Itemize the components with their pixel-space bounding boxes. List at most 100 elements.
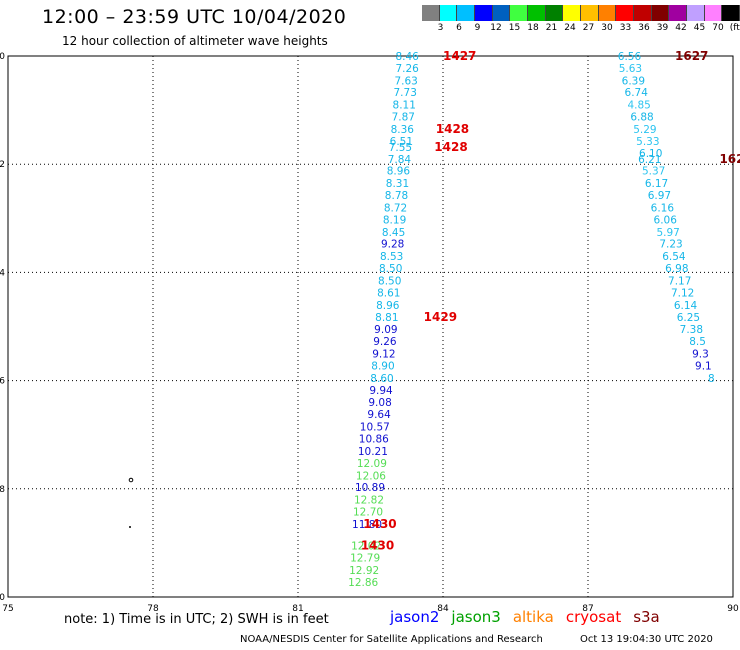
- color-scale-label: 9: [474, 23, 481, 33]
- color-swatch-1: [439, 5, 458, 21]
- color-scale-label: 27: [582, 23, 595, 33]
- s3a-swh-point: 6.88: [630, 112, 653, 124]
- color-swatch-4: [492, 5, 511, 21]
- pass-time-label: 1428: [434, 140, 467, 154]
- jason2-swh-point: 10.57: [360, 422, 390, 434]
- jason2-swh-point: 7.55: [389, 142, 412, 154]
- jason2-swh-point: 9.09: [374, 324, 397, 336]
- s3a-swh-point: 6.39: [622, 75, 645, 87]
- color-swatch-5: [510, 5, 529, 21]
- y-tick-label: -36: [0, 377, 5, 387]
- s3a-swh-point: 6.06: [654, 214, 678, 226]
- s3a-swh-point: 6.25: [677, 312, 700, 324]
- s3a-swh-point: 5.63: [619, 63, 642, 75]
- s3a-swh-point: 5.97: [656, 227, 679, 239]
- pass-time-label: 1430: [363, 517, 396, 531]
- color-scale-label: 33: [619, 23, 632, 33]
- jason2-swh-point: 9.26: [373, 336, 397, 348]
- generation-timestamp: Oct 13 19:04:30 UTC 2020: [580, 634, 713, 645]
- s3a-swh-point: 7.17: [668, 276, 691, 288]
- color-scale-label: 3: [437, 23, 444, 33]
- pass-time-label: 1627: [675, 49, 708, 63]
- color-scale-bar: [422, 5, 740, 21]
- s3a-swh-point: 6.17: [645, 178, 668, 190]
- map-frame: [7, 55, 734, 598]
- jason2-swh-point: 8.31: [386, 178, 409, 190]
- x-tick-label: 84: [437, 604, 449, 614]
- pass-time-label: 1428: [436, 122, 469, 136]
- jason2-swh-point: 7.63: [394, 75, 417, 87]
- color-swatch-0: [422, 5, 440, 21]
- satellite-legend-s3a: s3a: [633, 608, 660, 626]
- x-tick-label: 87: [582, 604, 593, 614]
- color-swatch-8: [563, 5, 582, 21]
- pass-time-label: 1430: [361, 539, 394, 553]
- y-tick-label: -32: [0, 160, 5, 170]
- pass-time-label: 1626: [719, 152, 740, 166]
- x-tick-label: 81: [292, 604, 303, 614]
- color-scale-label: 21: [545, 23, 558, 33]
- jason2-swh-point: 9.08: [368, 397, 391, 409]
- jason2-swh-point: 8.45: [382, 227, 405, 239]
- jason2-swh-point: 12.92: [349, 565, 379, 577]
- jason2-swh-point: 11.80: [352, 519, 382, 531]
- jason2-swh-point: 8.78: [385, 190, 408, 202]
- color-scale-label: 42: [675, 23, 687, 33]
- color-swatch-13: [651, 5, 670, 21]
- jason2-swh-point: 7.26: [395, 63, 419, 75]
- color-scale-label: 12: [490, 23, 502, 33]
- x-tick-label: 90: [727, 604, 739, 614]
- jason2-swh-point: 8.96: [387, 166, 411, 178]
- satellite-legend-jason3: jason3: [451, 608, 501, 626]
- s3a-swh-point: 5.29: [633, 124, 656, 136]
- map-title: 12:00 – 23:59 UTC 10/04/2020: [42, 6, 347, 28]
- jason2-swh-point: 8.60: [370, 373, 393, 385]
- y-tick-label: -34: [0, 268, 5, 278]
- jason2-swh-point: 10.89: [355, 482, 385, 494]
- s3a-swh-point: 5.33: [636, 136, 659, 148]
- jason2-swh-point: 8.50: [378, 276, 401, 288]
- color-scale-label: 6: [456, 23, 462, 33]
- jason2-swh-point: 8.50: [379, 263, 402, 275]
- s3a-swh-point: 7.23: [659, 239, 682, 251]
- x-tick-label: 75: [2, 604, 13, 614]
- jason2-swh-point: 6.51: [390, 136, 413, 148]
- jason2-swh-point: 8.11: [393, 100, 416, 112]
- x-tick-label: 78: [147, 604, 159, 614]
- jason2-swh-point: 8.81: [375, 312, 398, 324]
- jason2-swh-point: 9.64: [367, 409, 391, 421]
- jason2-swh-point: 7.87: [392, 112, 415, 124]
- s3a-swh-point: 6.54: [662, 251, 686, 263]
- color-scale-label: 39: [656, 23, 669, 33]
- y-tick-label: -30: [0, 52, 5, 62]
- color-swatch-9: [581, 5, 599, 21]
- island-mark: [129, 526, 131, 528]
- s3a-swh-point: 6.10: [639, 148, 662, 160]
- color-swatch-7: [545, 5, 564, 21]
- map-subtitle: 12 hour collection of altimeter wave hei…: [62, 34, 328, 48]
- credit-text: NOAA/NESDIS Center for Satellite Applica…: [240, 634, 543, 645]
- jason2-swh-point: 7.73: [394, 87, 417, 99]
- jason2-swh-point: 8.19: [383, 214, 406, 226]
- jason2-swh-point: 12.86: [348, 577, 378, 589]
- jason2-swh-point: 10.86: [359, 433, 389, 445]
- satellite-legend-jason2: jason2: [390, 608, 440, 626]
- s3a-swh-point: 9.3: [692, 349, 709, 361]
- y-tick-label: -40: [0, 593, 5, 603]
- color-scale-label: 30: [601, 23, 613, 33]
- s3a-swh-point: 5.37: [642, 166, 665, 178]
- jason2-swh-point: 8.61: [377, 287, 400, 299]
- jason2-swh-point: 10.21: [358, 446, 388, 458]
- s3a-swh-point: 6.16: [651, 202, 675, 214]
- s3a-swh-point: 9.1: [695, 360, 712, 372]
- y-tick-label: -38: [0, 485, 5, 495]
- s3a-swh-point: 6.74: [625, 87, 649, 99]
- jason2-swh-point: 8.36: [391, 124, 415, 136]
- color-swatch-10: [598, 5, 617, 21]
- color-scale-label: 24: [564, 23, 576, 33]
- jason2-swh-point: 8.53: [380, 251, 403, 263]
- s3a-swh-point: 8: [708, 373, 715, 385]
- s3a-swh-point: 6.56: [618, 51, 642, 63]
